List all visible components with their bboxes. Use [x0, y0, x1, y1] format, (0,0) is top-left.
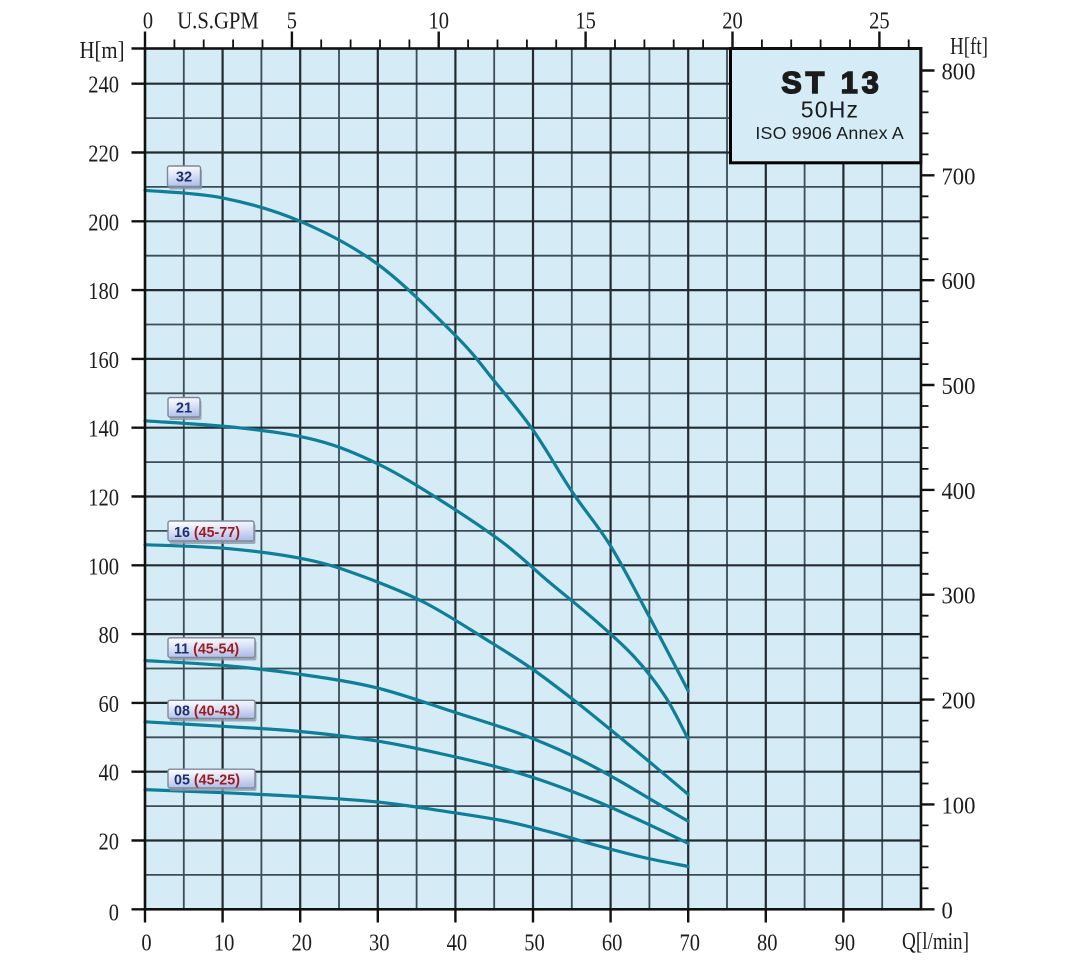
svg-text:300: 300	[942, 583, 976, 610]
svg-text:400: 400	[942, 478, 976, 505]
svg-text:70: 70	[679, 929, 700, 956]
svg-text:20: 20	[722, 8, 743, 35]
svg-text:16 (45-77): 16 (45-77)	[174, 525, 240, 541]
svg-text:600: 600	[942, 268, 976, 295]
svg-text:H[m]: H[m]	[80, 37, 125, 64]
svg-text:50Hz: 50Hz	[801, 97, 860, 123]
svg-text:100: 100	[942, 792, 976, 819]
svg-text:160: 160	[88, 347, 119, 374]
svg-text:21: 21	[176, 401, 192, 417]
svg-text:200: 200	[942, 688, 976, 715]
svg-text:0: 0	[942, 897, 953, 924]
svg-text:60: 60	[602, 929, 623, 956]
svg-text:90: 90	[835, 929, 856, 956]
svg-text:240: 240	[88, 72, 119, 99]
svg-text:100: 100	[88, 553, 119, 580]
svg-text:180: 180	[88, 278, 119, 305]
svg-text:0: 0	[109, 899, 119, 926]
svg-text:10: 10	[428, 8, 449, 35]
svg-text:800: 800	[942, 59, 976, 86]
svg-text:80: 80	[99, 622, 120, 649]
svg-text:ST 13: ST 13	[781, 66, 882, 100]
svg-text:08 (40-43): 08 (40-43)	[174, 703, 240, 719]
svg-text:ISO 9906 Annex A: ISO 9906 Annex A	[755, 123, 904, 143]
svg-text:25: 25	[869, 8, 890, 35]
svg-text:5: 5	[287, 8, 297, 35]
svg-text:U.S.GPM: U.S.GPM	[177, 8, 259, 35]
svg-text:700: 700	[942, 163, 976, 190]
svg-text:0: 0	[141, 929, 151, 956]
svg-text:10: 10	[214, 929, 235, 956]
svg-text:32: 32	[176, 170, 192, 186]
svg-text:40: 40	[99, 760, 120, 787]
svg-text:20: 20	[291, 929, 312, 956]
svg-text:200: 200	[88, 209, 119, 236]
svg-text:11 (45-54): 11 (45-54)	[174, 642, 239, 658]
svg-text:40: 40	[447, 929, 468, 956]
svg-text:Q[l/min]: Q[l/min]	[902, 928, 969, 955]
svg-text:20: 20	[99, 829, 120, 856]
svg-text:05 (45-25): 05 (45-25)	[174, 773, 240, 789]
svg-text:60: 60	[99, 691, 120, 718]
svg-text:220: 220	[88, 141, 119, 168]
svg-text:80: 80	[757, 929, 778, 956]
svg-text:0: 0	[143, 8, 153, 35]
svg-text:15: 15	[575, 8, 596, 35]
svg-text:500: 500	[942, 373, 976, 400]
svg-text:120: 120	[88, 485, 119, 512]
svg-text:140: 140	[88, 416, 119, 443]
svg-text:H[ft]: H[ft]	[950, 33, 988, 60]
svg-text:50: 50	[524, 929, 545, 956]
svg-text:30: 30	[369, 929, 390, 956]
